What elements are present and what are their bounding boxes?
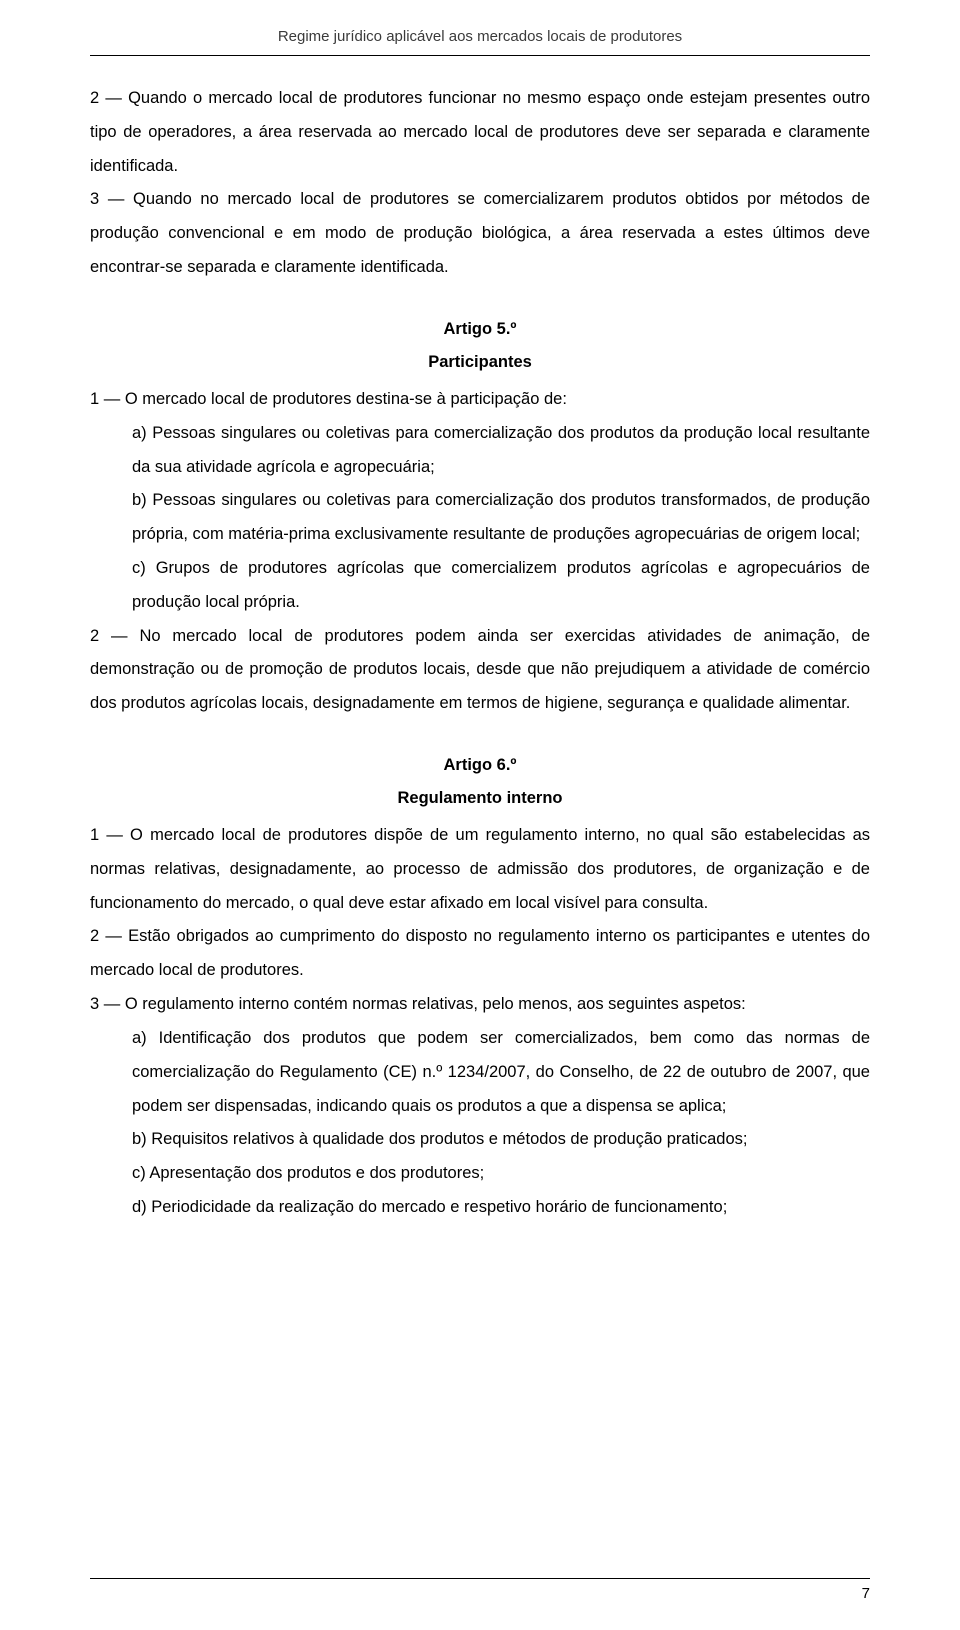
body-text: 2 — Quando o mercado local de produtores… bbox=[90, 82, 870, 1225]
list-item: b) Pessoas singulares ou coletivas para … bbox=[90, 484, 870, 552]
list-item: c) Grupos de produtores agrícolas que co… bbox=[90, 552, 870, 620]
list-item: d) Periodicidade da realização do mercad… bbox=[90, 1191, 870, 1225]
paragraph: 1 — O mercado local de produtores destin… bbox=[90, 383, 870, 417]
list-item: a) Pessoas singulares ou coletivas para … bbox=[90, 417, 870, 485]
paragraph: 3 — O regulamento interno contém normas … bbox=[90, 988, 870, 1022]
list-item: a) Identificação dos produtos que podem … bbox=[90, 1022, 870, 1123]
article-number: Artigo 6.º bbox=[90, 749, 870, 782]
document-page: Regime jurídico aplicável aos mercados l… bbox=[0, 0, 960, 1630]
paragraph: 2 — Estão obrigados ao cumprimento do di… bbox=[90, 920, 870, 988]
article-title: Regulamento interno bbox=[90, 782, 870, 815]
paragraph: 2 — No mercado local de produtores podem… bbox=[90, 620, 870, 721]
paragraph: 2 — Quando o mercado local de produtores… bbox=[90, 82, 870, 183]
page-footer: 7 bbox=[90, 1578, 870, 1602]
list-item: b) Requisitos relativos à qualidade dos … bbox=[90, 1123, 870, 1157]
article-title: Participantes bbox=[90, 346, 870, 379]
article-number: Artigo 5.º bbox=[90, 313, 870, 346]
paragraph: 3 — Quando no mercado local de produtore… bbox=[90, 183, 870, 284]
list-item: c) Apresentação dos produtos e dos produ… bbox=[90, 1157, 870, 1191]
header-rule bbox=[90, 55, 870, 56]
page-number: 7 bbox=[90, 1585, 870, 1602]
running-header: Regime jurídico aplicável aos mercados l… bbox=[90, 28, 870, 45]
footer-rule bbox=[90, 1578, 870, 1579]
paragraph: 1 — O mercado local de produtores dispõe… bbox=[90, 819, 870, 920]
